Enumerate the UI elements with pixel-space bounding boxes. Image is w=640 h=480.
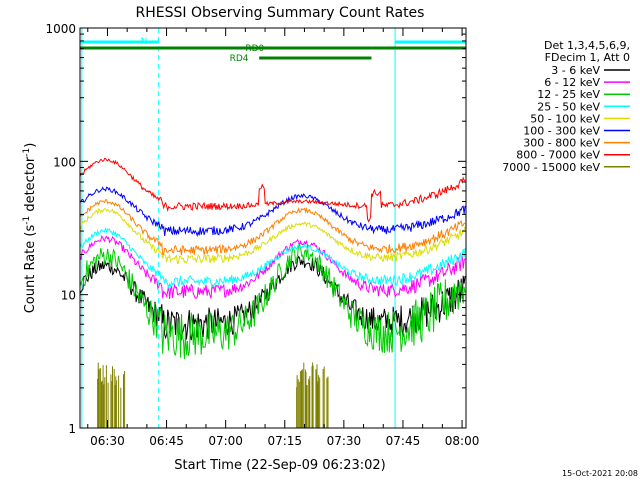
series-50-100-kev	[79, 208, 466, 265]
x-tick-label-5: 07:30	[327, 434, 362, 448]
legend-label-6: 100 - 300 keV	[523, 125, 600, 138]
y-axis-label-end: )	[23, 143, 38, 148]
legend-label-5: 50 - 100 keV	[530, 112, 600, 125]
y-axis-label-main: Count Rate (s	[23, 225, 38, 314]
y-axis-label-sup-1: -1	[22, 216, 32, 225]
series-line	[79, 199, 466, 256]
legend-label-7: 300 - 800 keV	[523, 137, 600, 150]
x-axis-label: Start Time (22-Sep-09 06:23:02)	[174, 458, 385, 473]
series-line	[79, 157, 466, 223]
series-800-7000-kev	[79, 157, 466, 223]
chart-title: RHESSI Observing Summary Count Rates	[136, 5, 425, 21]
y-tick-label-1: 1	[68, 422, 76, 436]
series-12-25-kev	[79, 243, 466, 360]
legend-label-3: 12 - 25 keV	[537, 88, 600, 101]
series-line	[79, 186, 466, 237]
legend-header-detectors: Det 1,3,4,5,6,9,	[544, 39, 630, 52]
legend-header-decimation: FDecim 1, Att 0	[545, 51, 630, 64]
y-tick-label-3: 100	[53, 155, 76, 169]
series-25-50-kev	[79, 227, 466, 290]
x-tick-label-6: 07:45	[386, 434, 421, 448]
series-300-800-kev	[79, 199, 466, 256]
y-axis-label-mid: detector	[23, 156, 38, 216]
legend-label-2: 6 - 12 keV	[544, 76, 600, 89]
y-tick-label-4: 1000	[45, 22, 76, 36]
series-line	[79, 227, 466, 290]
legend-label-4: 25 - 50 keV	[537, 100, 600, 113]
legend-label-9: 7000 - 15000 keV	[502, 161, 600, 174]
legend-label-8: 800 - 7000 keV	[516, 149, 600, 162]
footer-date: 15-Oct-2021 20:08	[562, 469, 638, 478]
series-line	[79, 208, 466, 265]
y-tick-label-2: 10	[61, 289, 76, 303]
x-tick-label-4: 07:15	[267, 434, 302, 448]
y-axis-ticks: 1 10 100 1000	[45, 22, 466, 436]
x-tick-label-1: 06:30	[90, 434, 125, 448]
x-tick-label-7: 08:00	[445, 434, 480, 448]
series-line	[79, 243, 466, 360]
legend: Det 1,3,4,5,6,9, FDecim 1, Att 0 3 - 6 k…	[502, 39, 630, 174]
legend-label-1: 3 - 6 keV	[551, 64, 600, 77]
flag-label-n: N	[141, 37, 148, 47]
x-tick-label-3: 07:00	[208, 434, 243, 448]
series-7000-15000-kev-spikes	[97, 362, 329, 428]
plot-frame	[79, 27, 467, 429]
series-100-300-kev	[79, 186, 466, 237]
y-axis-label-sup-2: -1	[22, 148, 32, 157]
flag-label-rd4: RD4	[230, 54, 249, 64]
y-axis-label: Count Rate (s-1 detector-1)	[22, 143, 38, 314]
series-line	[79, 235, 466, 299]
x-tick-label-2: 06:45	[149, 434, 184, 448]
flag-label-rd0: RD0	[245, 44, 264, 54]
x-axis-ticks: 06:30 06:45 07:00 07:15 07:30 07:45 08:00	[87, 28, 480, 448]
series-6-12-kev	[79, 235, 466, 299]
